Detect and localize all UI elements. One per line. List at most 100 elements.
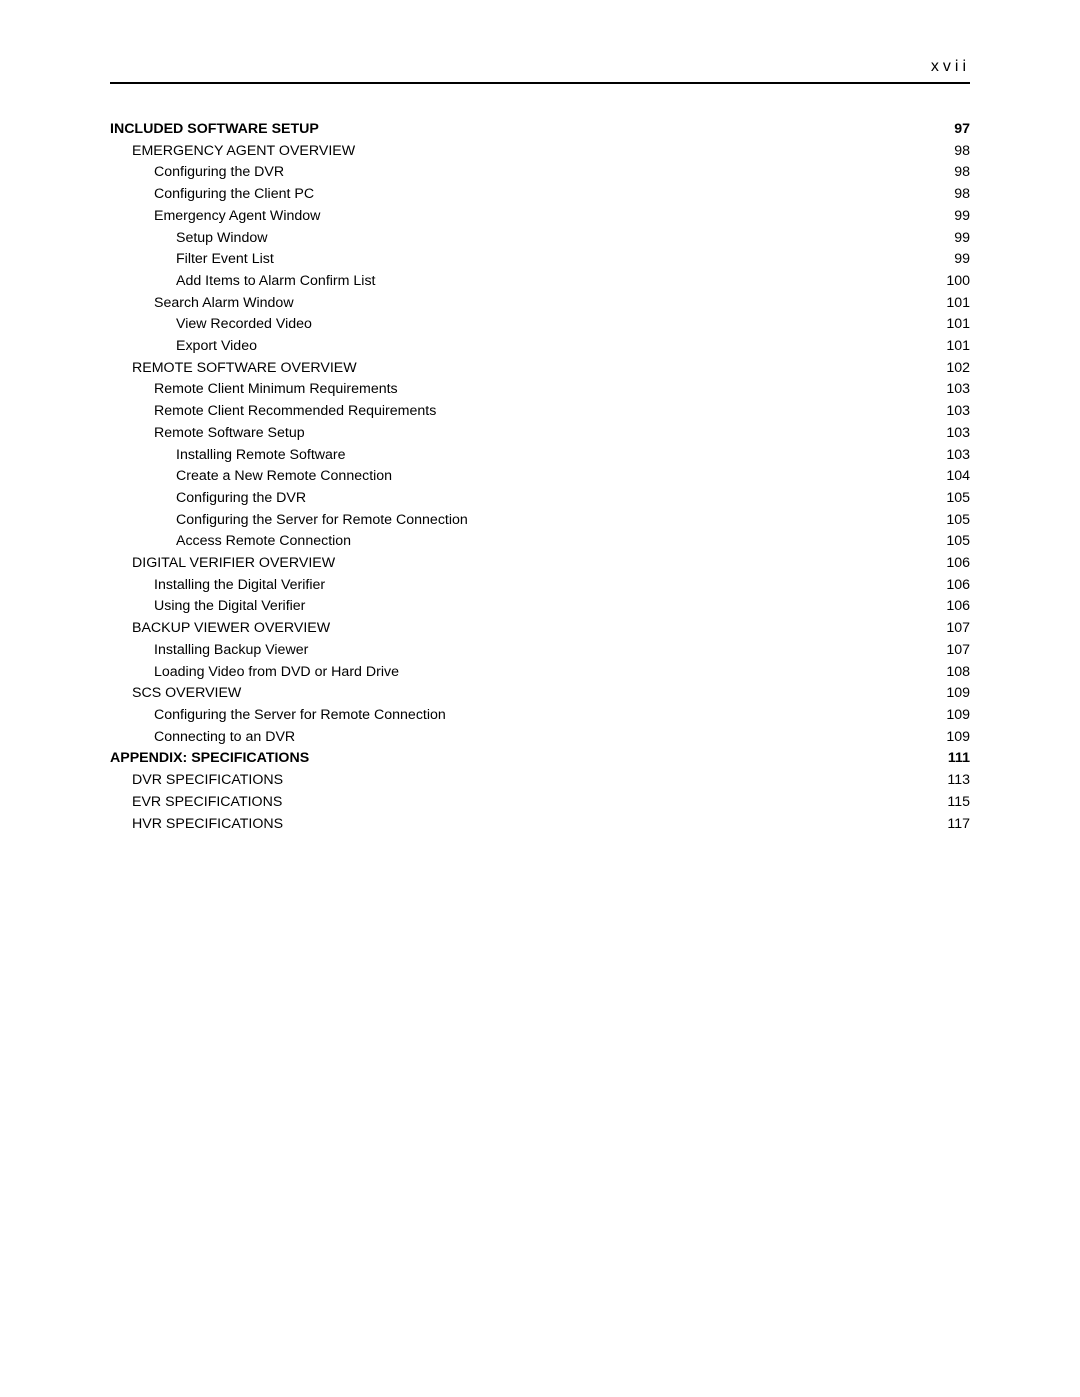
- toc-entry-page: 98: [954, 144, 970, 158]
- toc-entry-page: 101: [946, 296, 970, 310]
- toc-entry-page: 109: [946, 708, 970, 722]
- toc-entry-title: Configuring the DVR: [154, 165, 284, 179]
- toc-entry-page: 105: [946, 513, 970, 527]
- toc-entry: Export Video 101: [110, 339, 970, 353]
- toc-entry: Configuring the Server for Remote Connec…: [110, 513, 970, 527]
- toc-entry: Configuring the DVR 105: [110, 491, 970, 505]
- toc-entry: Setup Window99: [110, 231, 970, 245]
- toc-entry: DIGITAL VERIFIER OVERVIEW 106: [110, 556, 970, 570]
- toc-entry-title: EVR SPECIFICATIONS: [132, 795, 282, 809]
- toc-entry-title: EMERGENCY AGENT OVERVIEW: [132, 144, 355, 158]
- toc-entry-page: 99: [954, 252, 970, 266]
- toc-entry-page: 109: [946, 730, 970, 744]
- toc-entry-title: Access Remote Connection: [176, 534, 351, 548]
- toc-entry-page: 106: [946, 556, 970, 570]
- toc-entry-page: 100: [946, 274, 970, 288]
- toc-entry: EVR SPECIFICATIONS 115: [110, 795, 970, 809]
- toc-entry: APPENDIX: SPECIFICATIONS 111: [110, 751, 970, 765]
- toc-entry-title: Using the Digital Verifier: [154, 599, 305, 613]
- toc-entry-title: Filter Event List: [176, 252, 274, 266]
- toc-entry: Configuring the Server for Remote Connec…: [110, 708, 970, 722]
- toc-entry-title: HVR SPECIFICATIONS: [132, 817, 283, 831]
- toc-entry-title: BACKUP VIEWER OVERVIEW: [132, 621, 330, 635]
- toc-entry-page: 105: [946, 491, 970, 505]
- toc-entry-page: 98: [954, 165, 970, 179]
- toc-entry-title: View Recorded Video: [176, 317, 312, 331]
- toc-entry-title: Connecting to an DVR: [154, 730, 295, 744]
- toc-entry-page: 111: [948, 751, 970, 765]
- toc-entry-page: 103: [946, 382, 970, 396]
- toc-entry: Installing Remote Software 103: [110, 448, 970, 462]
- toc-entry: EMERGENCY AGENT OVERVIEW 98: [110, 144, 970, 158]
- toc-entry-title: Configuring the DVR: [176, 491, 306, 505]
- toc-entry: Connecting to an DVR 109: [110, 730, 970, 744]
- toc-entry-page: 106: [946, 578, 970, 592]
- toc-entry: Loading Video from DVD or Hard Drive 108: [110, 665, 970, 679]
- toc-entry-title: Setup Window: [176, 231, 267, 245]
- toc-entry-title: Installing Remote Software: [176, 448, 346, 462]
- toc-entry-title: Installing the Digital Verifier: [154, 578, 325, 592]
- toc-entry-title: Emergency Agent Window: [154, 209, 320, 223]
- toc-entry-page: 106: [946, 599, 970, 613]
- toc-entry: Emergency Agent Window 99: [110, 209, 970, 223]
- toc-entry-page: 98: [954, 187, 970, 201]
- toc-entry-title: Search Alarm Window: [154, 296, 294, 310]
- toc-entry: Search Alarm Window 101: [110, 296, 970, 310]
- toc-entry: Configuring the DVR 98: [110, 165, 970, 179]
- toc-entry-title: Configuring the Server for Remote Connec…: [154, 708, 446, 722]
- toc-entry: Create a New Remote Connection 104: [110, 469, 970, 483]
- page-number: xvii: [110, 58, 970, 82]
- toc-entry-page: 103: [946, 426, 970, 440]
- toc-entry: Filter Event List 99: [110, 252, 970, 266]
- toc-entry-page: 108: [946, 665, 970, 679]
- toc-entry: Access Remote Connection 105: [110, 534, 970, 548]
- toc-entry-title: REMOTE SOFTWARE OVERVIEW: [132, 361, 357, 375]
- toc-entry-title: Remote Client Recommended Requirements: [154, 404, 436, 418]
- toc-entry-title: Export Video: [176, 339, 257, 353]
- toc-entry-page: 109: [946, 686, 970, 700]
- toc-entry-title: SCS OVERVIEW: [132, 686, 241, 700]
- toc-entry: Installing the Digital Verifier 106: [110, 578, 970, 592]
- toc-entry-title: APPENDIX: SPECIFICATIONS: [110, 751, 309, 765]
- toc-entry: DVR SPECIFICATIONS 113: [110, 773, 970, 787]
- toc-entry-title: Configuring the Server for Remote Connec…: [176, 513, 468, 527]
- toc-entry-title: Add Items to Alarm Confirm List: [176, 274, 375, 288]
- toc-entry-title: Loading Video from DVD or Hard Drive: [154, 665, 399, 679]
- toc-entry: Remote Client Recommended Requirements 10…: [110, 404, 970, 418]
- toc-entry-title: INCLUDED SOFTWARE SETUP: [110, 122, 319, 136]
- toc-entry: Using the Digital Verifier 106: [110, 599, 970, 613]
- toc-entry-page: 113: [947, 773, 970, 787]
- toc-entry: Configuring the Client PC 98: [110, 187, 970, 201]
- toc-entry: HVR SPECIFICATIONS 117: [110, 817, 970, 831]
- toc-entry-title: DVR SPECIFICATIONS: [132, 773, 283, 787]
- toc-entry: INCLUDED SOFTWARE SETUP 97: [110, 122, 970, 136]
- toc-entry-title: Installing Backup Viewer: [154, 643, 308, 657]
- toc-entry-page: 107: [946, 621, 970, 635]
- toc-entry-title: Configuring the Client PC: [154, 187, 314, 201]
- toc-entry-page: 107: [946, 643, 970, 657]
- toc-entry-page: 117: [947, 817, 970, 831]
- toc-entry-page: 102: [946, 361, 970, 375]
- toc-entry-title: Create a New Remote Connection: [176, 469, 392, 483]
- table-of-contents: INCLUDED SOFTWARE SETUP 97 EMERGENCY AGENT…: [110, 122, 970, 831]
- toc-entry-page: 103: [946, 448, 970, 462]
- toc-entry-page: 103: [946, 404, 970, 418]
- toc-entry-title: Remote Software Setup: [154, 426, 305, 440]
- toc-entry-title: DIGITAL VERIFIER OVERVIEW: [132, 556, 335, 570]
- toc-entry-page: 105: [946, 534, 970, 548]
- toc-entry: BACKUP VIEWER OVERVIEW 107: [110, 621, 970, 635]
- toc-entry-page: 101: [946, 317, 970, 331]
- toc-entry-page: 104: [946, 469, 970, 483]
- toc-entry: Remote Software Setup 103: [110, 426, 970, 440]
- toc-entry-page: 101: [946, 339, 970, 353]
- toc-entry: Installing Backup Viewer 107: [110, 643, 970, 657]
- document-page: xvii INCLUDED SOFTWARE SETUP 97 EMERGENCY …: [0, 0, 1080, 1397]
- toc-entry: View Recorded Video 101: [110, 317, 970, 331]
- horizontal-rule: [110, 82, 970, 84]
- toc-entry: REMOTE SOFTWARE OVERVIEW 102: [110, 361, 970, 375]
- toc-entry-page: 99: [954, 209, 970, 223]
- toc-entry: SCS OVERVIEW 109: [110, 686, 970, 700]
- toc-entry-page: 97: [954, 122, 970, 136]
- toc-entry-page: 115: [947, 795, 970, 809]
- toc-entry-title: Remote Client Minimum Requirements: [154, 382, 398, 396]
